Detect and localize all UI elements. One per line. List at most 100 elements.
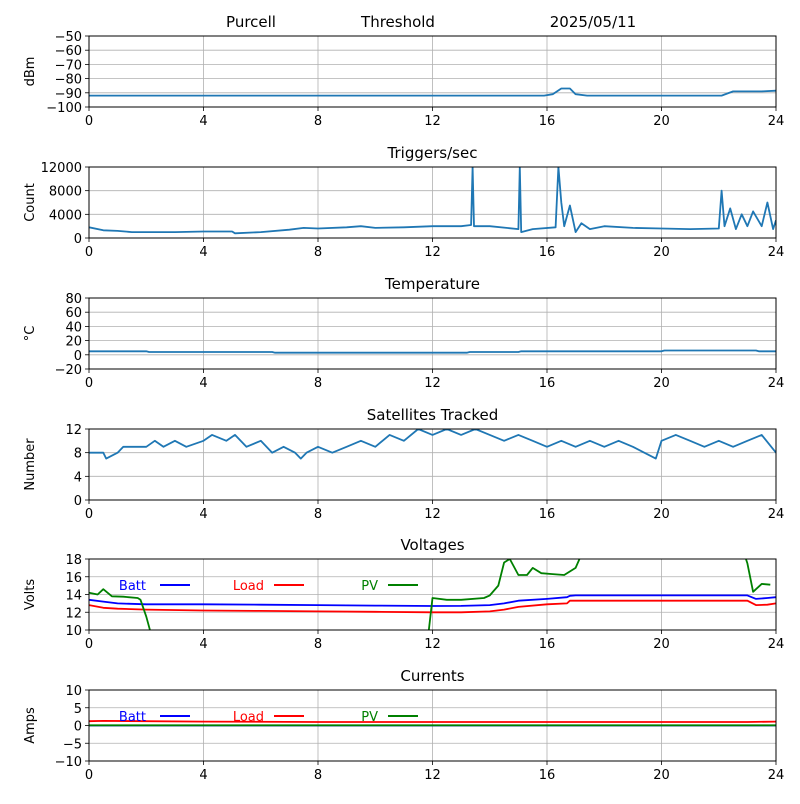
x-tick-label: 24 (768, 114, 785, 129)
header-station: Purcell (226, 13, 276, 31)
panel-title: Voltages (400, 536, 464, 554)
y-tick-label: 12 (65, 423, 82, 438)
x-tick-label: 12 (424, 637, 441, 652)
panel-title: Satellites Tracked (367, 406, 498, 424)
x-tick-label: 24 (768, 637, 785, 652)
panel-title: Currents (400, 667, 464, 685)
x-tick-label: 12 (424, 245, 441, 260)
y-tick-label: −50 (55, 30, 82, 45)
y-axis-label: Amps (23, 707, 38, 744)
x-tick-label: 16 (539, 507, 556, 522)
y-tick-label: 4 (74, 470, 82, 485)
x-tick-label: 16 (539, 245, 556, 260)
y-tick-label: 0 (74, 720, 82, 735)
legend-label-load: Load (233, 710, 264, 725)
y-tick-label: 0 (74, 494, 82, 509)
y-tick-label: 4000 (49, 208, 82, 223)
x-tick-label: 4 (199, 768, 207, 783)
x-tick-label: 4 (199, 637, 207, 652)
legend-label-pv: PV (361, 579, 378, 594)
header-label: Threshold (360, 13, 435, 31)
x-tick-label: 4 (199, 245, 207, 260)
y-tick-label: 0 (74, 232, 82, 247)
x-tick-label: 16 (539, 768, 556, 783)
x-tick-label: 24 (768, 376, 785, 391)
y-axis-label: Volts (23, 579, 38, 611)
x-tick-label: 4 (199, 507, 207, 522)
x-tick-label: 4 (199, 376, 207, 391)
y-tick-label: 8000 (49, 185, 82, 200)
y-tick-label: −5 (63, 737, 82, 752)
y-axis-label: dBm (23, 57, 38, 87)
x-tick-label: 24 (768, 507, 785, 522)
x-tick-label: 0 (85, 637, 93, 652)
x-tick-label: 12 (424, 768, 441, 783)
x-tick-label: 8 (314, 637, 322, 652)
y-tick-label: −20 (55, 363, 82, 378)
x-tick-label: 20 (653, 637, 670, 652)
x-tick-label: 8 (314, 376, 322, 391)
x-tick-label: 8 (314, 245, 322, 260)
x-tick-label: 16 (539, 376, 556, 391)
y-tick-label: −10 (55, 755, 82, 770)
series-group (89, 87, 776, 97)
x-tick-label: 16 (539, 637, 556, 652)
x-tick-label: 0 (85, 114, 93, 129)
y-axis-label: Count (23, 183, 38, 222)
series-line-pv (89, 559, 771, 630)
x-tick-label: 4 (199, 114, 207, 129)
series-line-threshold (89, 87, 776, 97)
y-tick-label: 14 (65, 589, 82, 604)
y-tick-label: 0 (74, 349, 82, 364)
legend-label-pv: PV (361, 710, 378, 725)
series-group (89, 167, 776, 235)
x-tick-label: 8 (314, 768, 322, 783)
y-tick-label: 5 (74, 702, 82, 717)
panel-title: Temperature (384, 275, 480, 293)
panel-currents: 0 4 8 12 16 20 24 −10 −5 0 5 10 Currents Amps Batt Load… (23, 667, 784, 783)
series-group (89, 429, 776, 460)
panel-voltages: 0 4 8 12 16 20 24 10 12 14 16 18 Voltages Volts Batt Lo… (23, 536, 784, 652)
y-tick-label: 20 (65, 335, 82, 350)
y-tick-label: 80 (65, 292, 82, 307)
x-tick-label: 20 (653, 114, 670, 129)
panel-triggers: 0 4 8 12 16 20 24 0 4000 8000 12000 Triggers/sec Cou… (23, 144, 784, 260)
series-line-triggers (89, 167, 776, 235)
x-tick-label: 20 (653, 507, 670, 522)
panel-threshold: 0 4 8 12 16 20 24 −50−60−70−80−90−100 dBm (23, 30, 784, 129)
y-tick-label: −60 (55, 44, 82, 59)
x-tick-label: 12 (424, 376, 441, 391)
series-group (89, 720, 776, 727)
series-line-batt (89, 594, 776, 607)
y-tick-label: 12000 (41, 161, 82, 176)
panel-title: Triggers/sec (387, 144, 478, 162)
series-line-load (89, 720, 776, 723)
x-tick-label: 24 (768, 768, 785, 783)
y-tick-label: −100 (46, 101, 82, 116)
y-tick-label: 40 (65, 320, 82, 335)
legend-label-load: Load (233, 579, 264, 594)
x-tick-label: 20 (653, 245, 670, 260)
x-tick-label: 16 (539, 114, 556, 129)
y-tick-label: 18 (65, 553, 82, 568)
y-tick-label: 8 (74, 447, 82, 462)
x-tick-label: 20 (653, 768, 670, 783)
x-tick-label: 8 (314, 114, 322, 129)
y-tick-label: −70 (55, 58, 82, 73)
x-tick-label: 0 (85, 507, 93, 522)
y-tick-label: 12 (65, 606, 82, 621)
series-group (89, 559, 776, 630)
y-tick-label: 10 (65, 684, 82, 699)
x-tick-label: 24 (768, 245, 785, 260)
series-line-temperature (89, 349, 776, 354)
legend-label-batt: Batt (119, 579, 146, 594)
x-tick-label: 0 (85, 768, 93, 783)
header-date: 2025/05/11 (550, 13, 636, 31)
x-tick-label: 0 (85, 376, 93, 391)
series-line-load (89, 599, 776, 614)
y-axis-label: °C (23, 326, 38, 342)
y-tick-label: 60 (65, 306, 82, 321)
